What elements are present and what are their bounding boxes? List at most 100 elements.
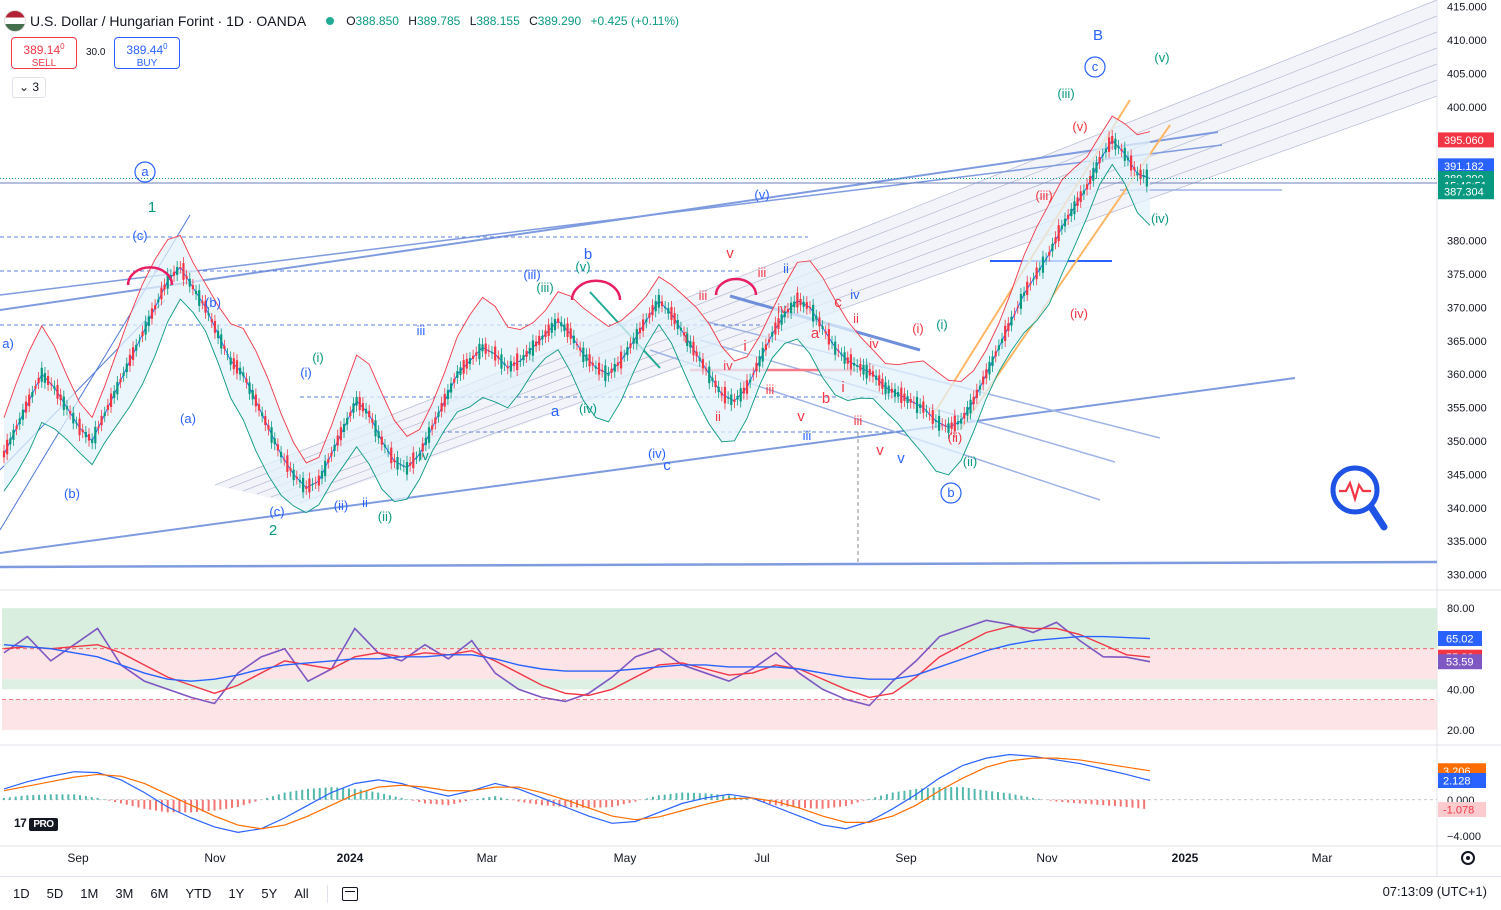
time-tick-label: Mar <box>477 851 498 865</box>
range-1m-button[interactable]: 1M <box>80 886 99 901</box>
candle-body <box>267 425 270 430</box>
market-open-status-icon <box>326 17 335 25</box>
candle-body <box>868 368 871 376</box>
candle-body <box>453 378 456 383</box>
go-to-date-calendar-icon[interactable] <box>341 886 358 901</box>
magnifier-icon[interactable] <box>1330 465 1388 531</box>
candle-body <box>418 453 421 456</box>
range-5y-button[interactable]: 5Y <box>261 886 278 901</box>
price-tick-label: 360.000 <box>1447 369 1487 381</box>
time-axis-settings-icon[interactable] <box>1461 851 1475 865</box>
symbol-title[interactable]: U.S. Dollar / Hungarian Forint · 1D · OA… <box>30 13 307 29</box>
wave-label: 1 <box>148 199 156 216</box>
macd-histogram-bar <box>1102 799 1105 806</box>
buy-button[interactable]: 389.440 BUY <box>114 37 180 69</box>
candle-body <box>679 327 682 331</box>
range-3m-button[interactable]: 3M <box>115 886 134 901</box>
wave-label: (iii) <box>1057 86 1074 101</box>
range-ytd-button[interactable]: YTD <box>185 886 212 901</box>
macd-histogram-bar <box>225 799 228 809</box>
range-1d-button[interactable]: 1D <box>13 886 30 901</box>
candle-body <box>843 352 846 364</box>
candle-body <box>893 389 897 397</box>
indicators-collapse-toggle[interactable]: ⌄ 3 <box>12 77 47 98</box>
rsi-pane[interactable] <box>0 608 1501 746</box>
macd-pane[interactable] <box>0 753 1501 847</box>
candle-body <box>37 377 40 384</box>
macd-histogram-bar <box>903 790 906 800</box>
candle-body <box>131 347 135 360</box>
range-1y-button[interactable]: 1Y <box>228 886 245 901</box>
chart-canvas[interactable]: 415.000 410.000 405.000 400.000 380.000 375.0… <box>0 0 1501 876</box>
macd-histogram-bar <box>1008 793 1011 800</box>
macd-histogram-bar <box>897 791 900 800</box>
candle-body <box>859 363 862 371</box>
rsi-tick-label: 40.00 <box>1447 684 1475 696</box>
wave-label: c <box>663 457 671 474</box>
macd-histogram-bar <box>605 799 608 808</box>
trend-line <box>0 144 1223 296</box>
wave-label: ii <box>783 261 789 276</box>
candle-body <box>941 424 944 426</box>
sell-button[interactable]: 389.140 SELL <box>11 37 77 69</box>
macd-histogram-bar <box>307 788 310 800</box>
candle-body <box>1045 258 1048 260</box>
candle-body <box>24 401 28 413</box>
price-axis[interactable]: 415.000 410.000 405.000 400.000 380.000 375.0… <box>1438 2 1494 582</box>
range-6m-button[interactable]: 6M <box>150 886 169 901</box>
candle-body <box>1007 323 1010 331</box>
rsi-band <box>2 608 1437 649</box>
utc-clock[interactable]: 07:13:09 (UTC+1) <box>1382 884 1487 899</box>
symbol-header[interactable]: U.S. Dollar / Hungarian Forint · 1D · OA… <box>4 10 685 32</box>
tradingview-logo[interactable]: 17 PRO <box>14 816 58 831</box>
candle-body <box>771 331 774 337</box>
wave-label: iv <box>850 287 860 302</box>
candle-body <box>289 467 292 471</box>
candle-body <box>824 331 827 334</box>
candle-body <box>443 394 446 407</box>
price-tick-label: 410.000 <box>1447 35 1487 47</box>
candle-body <box>386 450 390 452</box>
candle-body <box>815 315 818 320</box>
candle-body <box>701 359 705 369</box>
price-pane[interactable] <box>0 0 1501 876</box>
candle-body <box>594 366 597 369</box>
macd-histogram-bar <box>716 794 719 800</box>
candle-body <box>959 418 963 424</box>
time-axis[interactable]: Sep Nov 2024 Mar May Jul Sep Nov 2025 Mar <box>67 851 1332 865</box>
candle-body <box>695 351 698 357</box>
candle-body <box>1038 268 1041 271</box>
candle-body <box>619 351 623 369</box>
candle-body <box>830 341 834 344</box>
candle-body <box>1114 138 1117 150</box>
macd-histogram-bar <box>377 792 380 800</box>
macd-histogram-bar <box>347 788 350 800</box>
candle-body <box>324 460 327 476</box>
macd-histogram-bar <box>681 792 684 800</box>
candle-body <box>245 378 248 383</box>
macd-histogram-bar <box>821 799 824 809</box>
macd-histogram-bar <box>628 799 631 803</box>
candle-body <box>402 465 405 467</box>
range-all-button[interactable]: All <box>294 886 309 901</box>
wave-label: (a) <box>180 411 196 426</box>
candle-body <box>399 464 402 466</box>
candle-body <box>723 386 727 404</box>
candle-body <box>1107 137 1111 152</box>
candle-body <box>560 322 563 327</box>
candle-body <box>648 313 651 318</box>
range-5d-button[interactable]: 5D <box>46 886 64 901</box>
macd-histogram-bar <box>1020 795 1023 800</box>
candle-body <box>579 347 582 351</box>
bollinger-lower <box>3 163 1151 514</box>
candle-body <box>494 346 497 361</box>
wave-label: (ii) <box>948 430 962 445</box>
candle-body <box>613 363 616 372</box>
candle-body <box>610 368 613 373</box>
candle-body <box>818 317 821 327</box>
elliott-wave-labels: Bc(v)(iii)(v)(iii)(iv)(iv)(i)(i)(ii)(ii)… <box>2 27 1169 539</box>
rsi-series-line <box>3 625 1151 699</box>
candle-body <box>235 360 239 374</box>
candle-body <box>982 376 985 385</box>
macd-histogram-bar <box>295 790 298 800</box>
